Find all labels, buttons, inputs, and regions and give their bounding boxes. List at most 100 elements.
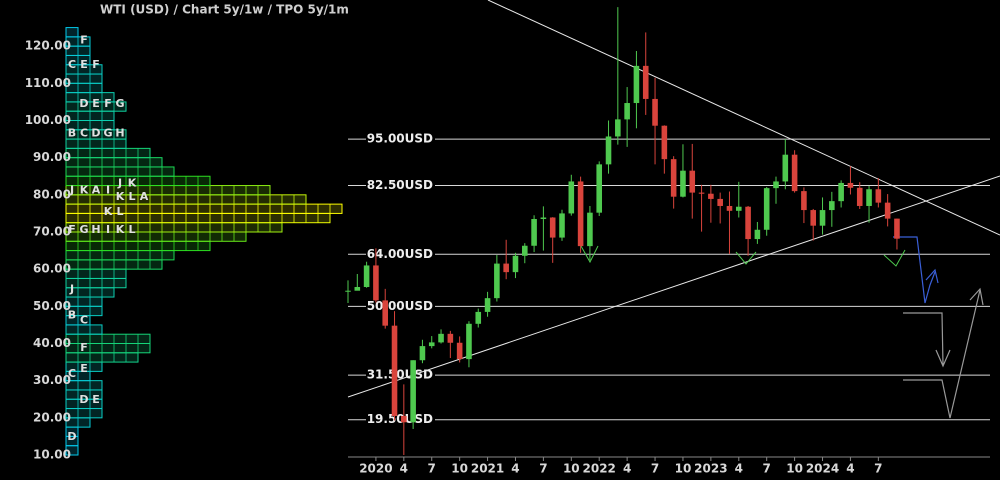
tpo-letter: A	[92, 183, 101, 196]
x-tick-label: 2024	[806, 462, 839, 476]
candle-body	[894, 218, 900, 239]
tpo-letter: C	[68, 58, 76, 71]
candle-body	[531, 218, 537, 246]
candle-body	[615, 119, 621, 137]
candle-body	[559, 213, 565, 238]
profile-bar	[65, 380, 103, 391]
x-tick-label: 2020	[359, 462, 392, 476]
x-tick-label: 10	[451, 462, 468, 476]
profile-bar	[65, 27, 79, 38]
profile-bar	[65, 82, 103, 94]
y-tick-label: 40.00	[33, 336, 71, 350]
candle-body	[410, 360, 416, 423]
x-tick-label: 4	[400, 462, 408, 476]
profile-bar	[65, 147, 151, 159]
candle-body	[633, 65, 640, 104]
x-tick-label: 2023	[694, 462, 727, 476]
candle-body	[540, 217, 547, 219]
tpo-letter: F	[68, 223, 76, 236]
projection-path	[903, 312, 944, 366]
candle-body	[680, 170, 686, 197]
x-tick-label: 4	[623, 462, 631, 476]
tpo-letter: I	[106, 223, 110, 236]
tpo-letter: F	[80, 341, 88, 354]
candle-body	[512, 255, 519, 273]
x-tick-label: 7	[651, 462, 659, 476]
tpo-letter: J	[69, 183, 74, 196]
axes: 10.00 20.00 30.00 40.00 50.00 60.00 70.00 80.00…	[25, 39, 883, 476]
tpo-letter: A	[140, 190, 149, 203]
profile-bar	[65, 73, 103, 84]
candle-body	[884, 202, 891, 219]
candle-body	[801, 191, 807, 211]
y-tick-label: 100.00	[25, 113, 71, 127]
candle-body	[689, 170, 696, 193]
candle-body	[624, 103, 630, 120]
candle-body	[847, 182, 854, 188]
candle-body	[363, 265, 370, 288]
profile-bar	[65, 138, 127, 149]
tpo-letter: K	[128, 177, 137, 190]
level-label-bg	[366, 368, 435, 383]
candle-body	[829, 201, 835, 211]
level-label: 19.50USD	[367, 412, 433, 426]
tpo-letter: B	[68, 127, 76, 140]
tpo-letter: E	[92, 393, 100, 406]
candle-body	[708, 193, 714, 199]
projection-path	[893, 236, 936, 304]
candle-body	[391, 325, 398, 416]
candle-body	[503, 263, 509, 273]
candle-body	[810, 210, 817, 226]
tpo-letter: G	[79, 223, 88, 236]
candle-body	[401, 415, 407, 423]
level-label-bg	[366, 247, 435, 262]
candle-body	[819, 210, 826, 226]
tpo-letter: E	[92, 97, 100, 110]
tpo-letter: K	[80, 183, 89, 196]
candle-body	[652, 98, 658, 126]
y-tick-label: 90.00	[33, 150, 71, 164]
tpo-letter: J	[117, 177, 122, 190]
projection-arrow	[935, 349, 951, 368]
tpo-letter: C	[80, 127, 88, 140]
candle-body	[754, 229, 761, 240]
candle-body	[605, 136, 612, 165]
y-tick-label: 110.00	[25, 76, 71, 90]
candle-body	[773, 181, 779, 189]
projection-arrow	[969, 287, 984, 306]
y-tick-label: 70.00	[33, 225, 71, 239]
tpo-letter: L	[116, 205, 123, 218]
x-tick-label: 7	[874, 462, 882, 476]
projection-path	[903, 289, 981, 419]
candle-body	[494, 263, 500, 299]
candle-body	[717, 198, 723, 206]
tpo-letter: B	[68, 309, 76, 322]
tpo-letter: D	[67, 430, 76, 443]
tpo-letter: D	[91, 127, 100, 140]
candle-body	[596, 164, 603, 213]
candle-body	[568, 181, 575, 214]
x-tick-label: 4	[735, 462, 743, 476]
tpo-letter: E	[80, 58, 88, 71]
candle-body	[466, 323, 472, 360]
tpo-letter: F	[80, 34, 88, 47]
x-tick-label: 7	[763, 462, 771, 476]
tpo-letter: C	[68, 367, 76, 380]
candle-body	[577, 181, 584, 247]
profile-bar	[65, 408, 103, 419]
y-tick-label: 30.00	[33, 373, 71, 387]
candle-body	[791, 154, 798, 192]
candle-body	[419, 346, 426, 361]
profile-bar	[65, 296, 103, 307]
tpo-letter: J	[69, 283, 74, 296]
x-tick-label: 2021	[471, 462, 504, 476]
candle-body	[866, 189, 872, 206]
level-label-bg	[366, 178, 435, 193]
candle-body	[875, 189, 882, 203]
tpo-letter: H	[91, 223, 100, 236]
signal-arrow	[883, 249, 906, 267]
signal-arrow	[735, 251, 757, 265]
